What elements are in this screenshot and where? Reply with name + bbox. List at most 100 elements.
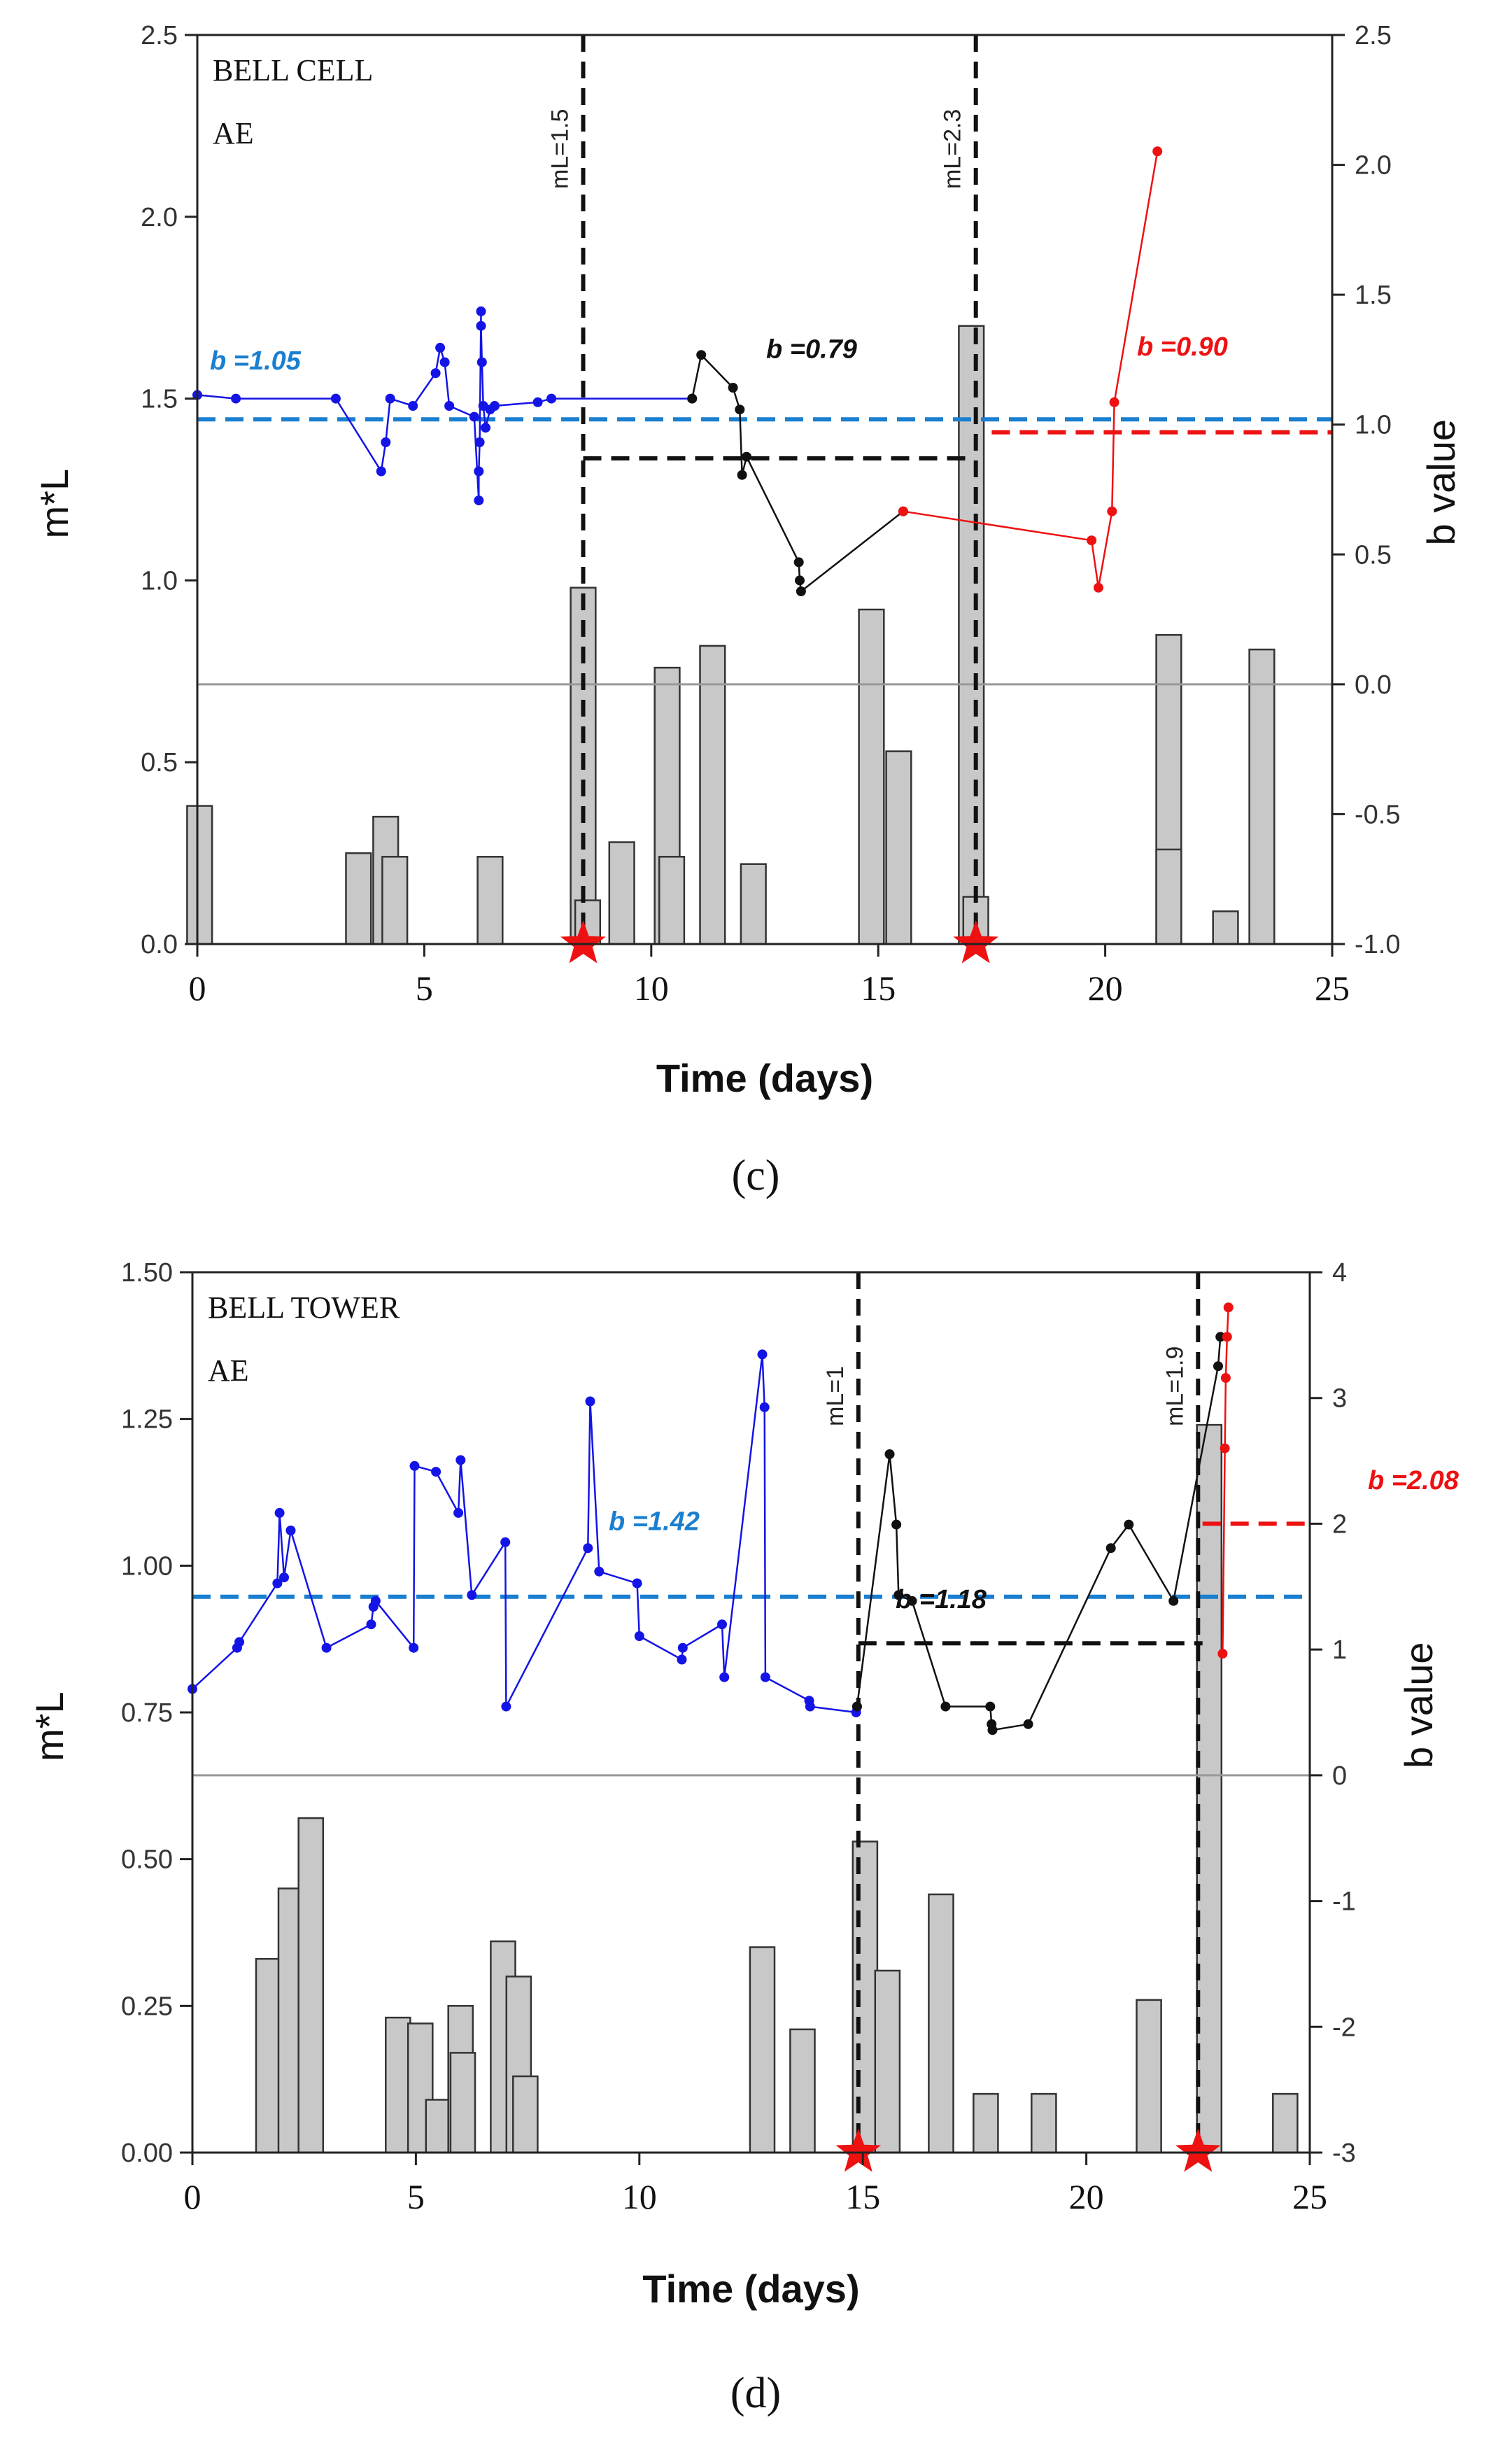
magnitude-bar — [385, 2016, 411, 2154]
data-point — [742, 451, 751, 462]
data-point — [987, 1725, 998, 1736]
magnitude-bar — [425, 2099, 452, 2154]
data-point — [1213, 1361, 1223, 1372]
y-left-tick-label: 0.25 — [121, 1992, 173, 2021]
data-point — [370, 1596, 381, 1606]
data-point — [795, 575, 805, 586]
y-left-tick-label: 1.0 — [141, 566, 178, 596]
magnitude-bar — [512, 2075, 539, 2154]
data-point — [719, 1672, 730, 1682]
x-tick-label: 15 — [861, 969, 896, 1008]
y-right-tick-label: -1 — [1332, 1887, 1356, 1917]
magnitude-bar — [858, 608, 885, 945]
data-point — [330, 393, 341, 404]
data-point — [583, 1543, 593, 1554]
data-point — [435, 342, 446, 353]
data-point — [231, 393, 241, 404]
data-point — [500, 1537, 511, 1547]
y-right-tick-label: 0 — [1332, 1761, 1347, 1791]
data-point — [1087, 535, 1097, 546]
data-point — [469, 411, 479, 422]
data-point — [985, 1701, 996, 1712]
mainshock-star-icon — [560, 920, 606, 964]
x-tick-label: 20 — [1069, 2177, 1104, 2216]
data-point — [1220, 1373, 1231, 1383]
data-point — [884, 1449, 895, 1459]
b-value-label: b =0.90 — [1137, 332, 1228, 362]
y-left-tick-label: 2.0 — [141, 203, 178, 232]
data-point — [632, 1578, 642, 1589]
inset-title: AE — [213, 116, 254, 150]
data-point — [474, 466, 484, 477]
y-left-tick-label: 0.75 — [121, 1698, 173, 1728]
magnitude-bar — [255, 1957, 282, 2154]
data-point — [1124, 1519, 1134, 1530]
data-point — [439, 357, 450, 367]
data-point — [687, 393, 698, 404]
data-point — [907, 1596, 917, 1606]
inset-title: BELL TOWER — [208, 1290, 400, 1325]
y-left-tick-label: 0.5 — [141, 748, 178, 777]
x-tick-label: 10 — [634, 969, 669, 1008]
data-point — [805, 1701, 815, 1712]
data-point — [893, 1590, 904, 1600]
magnitude-bar — [381, 856, 409, 945]
data-point — [1222, 1332, 1232, 1342]
data-point — [1093, 582, 1103, 593]
chart-panel-d: mL=1 mL=1.9 b =1.42 b =1.18 b =2.08 BELL TOWE… — [27, 1258, 1460, 2417]
data-point — [476, 306, 486, 316]
data-point — [1107, 506, 1117, 516]
data-point — [481, 423, 490, 433]
data-point — [1223, 1302, 1234, 1313]
y-right-tick-label: 1 — [1332, 1635, 1347, 1665]
data-point — [455, 1455, 466, 1465]
x-tick-label: 25 — [1315, 969, 1350, 1008]
data-point — [940, 1701, 951, 1712]
data-point — [381, 437, 391, 447]
magnitude-bar — [1136, 1999, 1162, 2154]
inset-title: BELL CELL — [213, 53, 373, 87]
y-right-tick-label: 3 — [1332, 1384, 1347, 1414]
y-right-tick-label: 2.0 — [1355, 151, 1392, 181]
b-value-label: b =1.18 — [896, 1585, 987, 1614]
mainshock-star-icon — [1175, 2129, 1221, 2172]
data-point — [634, 1631, 644, 1641]
data-point — [409, 1460, 420, 1471]
magnitude-bar — [449, 2052, 476, 2154]
y-right-tick-label: 1.5 — [1355, 281, 1392, 310]
data-point — [476, 321, 486, 331]
b-value-label: b =1.42 — [609, 1507, 700, 1537]
data-point — [408, 401, 418, 411]
panel-label: (c) — [732, 1152, 780, 1199]
x-tick-label: 5 — [416, 969, 433, 1008]
data-point — [272, 1578, 283, 1589]
y-left-tick-label: 1.00 — [121, 1551, 173, 1581]
data-point — [1152, 146, 1163, 157]
data-point — [1215, 1332, 1226, 1342]
y-right-tick-label: 1.0 — [1355, 411, 1392, 440]
magnitude-bar — [186, 805, 213, 945]
data-point — [696, 350, 707, 360]
data-point — [585, 1396, 595, 1407]
data-point — [234, 1637, 245, 1647]
plot-frame — [196, 34, 1334, 945]
magnitude-bar — [1272, 2092, 1299, 2154]
y-right-tick-label: -1.0 — [1355, 930, 1400, 959]
data-point — [474, 437, 485, 447]
y-left-tick-label: 0.50 — [121, 1845, 173, 1875]
y-left-axis-label: m*L — [27, 1691, 71, 1761]
data-point — [490, 401, 500, 411]
y-right-axis-label: b value — [1419, 419, 1463, 546]
data-point — [474, 495, 484, 506]
y-right-tick-label: 0.0 — [1355, 670, 1392, 700]
magnitude-bar — [973, 2092, 999, 2154]
mainshock-label: mL=1 — [822, 1366, 849, 1426]
magnitude-bar — [1031, 2092, 1057, 2154]
y-left-tick-label: 0.0 — [141, 930, 178, 959]
magnitude-bar — [928, 1893, 954, 2154]
x-tick-label: 0 — [189, 969, 206, 1008]
magnitude-bar — [345, 852, 372, 945]
data-point — [467, 1590, 477, 1600]
b-value-label: b =1.05 — [210, 346, 302, 376]
data-point — [279, 1572, 289, 1583]
